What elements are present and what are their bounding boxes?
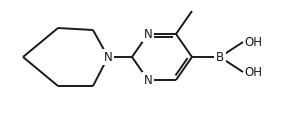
Text: B: B [216,51,224,64]
Text: OH: OH [244,66,262,79]
Text: OH: OH [244,36,262,49]
Text: N: N [144,74,152,87]
Text: N: N [144,28,152,41]
Text: N: N [104,51,112,64]
